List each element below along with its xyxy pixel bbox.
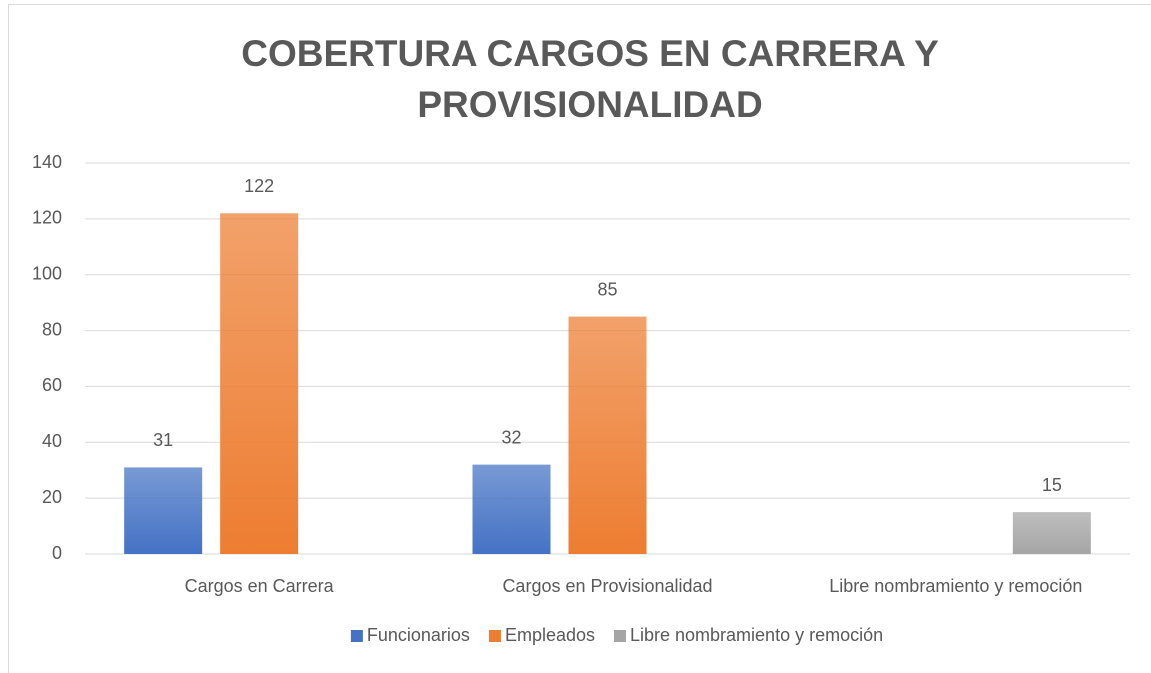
y-tick-label: 20 (42, 487, 62, 507)
x-tick-label: Cargos en Carrera (185, 576, 335, 596)
y-tick-label: 100 (32, 263, 62, 283)
chart-title: COBERTURA CARGOS EN CARRERA Y (241, 33, 939, 74)
legend-label: Empleados (505, 625, 595, 645)
bar (220, 213, 299, 554)
data-label: 31 (153, 430, 173, 450)
data-label: 15 (1042, 475, 1062, 495)
legend-label: Funcionarios (367, 625, 470, 645)
bar (472, 464, 551, 554)
y-tick-label: 80 (42, 319, 62, 339)
y-tick-label: 120 (32, 208, 62, 228)
legend-swatch (488, 630, 501, 642)
bar (568, 316, 647, 554)
data-label: 85 (597, 279, 617, 299)
legend-swatch (614, 630, 626, 642)
y-tick-label: 140 (32, 152, 62, 172)
x-tick-label: Libre nombramiento y remoción (829, 576, 1082, 596)
legend-label: Libre nombramiento y remoción (630, 625, 883, 645)
y-tick-label: 40 (42, 431, 62, 451)
legend-swatch (350, 630, 363, 642)
chart-title: PROVISIONALIDAD (417, 84, 762, 125)
x-tick-label: Cargos en Provisionalidad (502, 576, 712, 596)
data-label: 122 (244, 176, 274, 196)
y-tick-label: 60 (42, 375, 62, 395)
data-label: 32 (501, 427, 521, 447)
y-tick-label: 0 (52, 543, 62, 563)
bar (124, 467, 203, 554)
bar (1012, 512, 1091, 554)
